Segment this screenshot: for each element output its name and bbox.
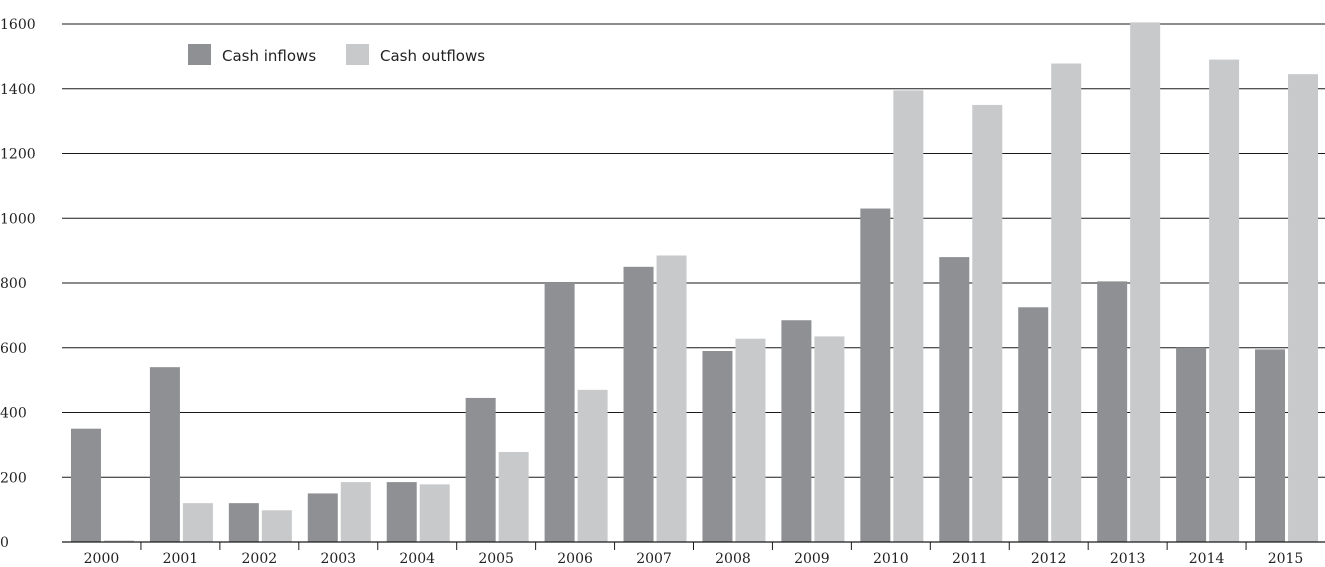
y-tick-label: 200 <box>0 470 27 486</box>
bar-cash-outflows-2005 <box>498 451 529 542</box>
bar-cash-outflows-2009 <box>814 336 845 542</box>
x-tick-label: 2011 <box>952 551 988 567</box>
bar-cash-inflows-2015 <box>1255 349 1286 542</box>
x-tick-label: 2004 <box>399 551 435 567</box>
bar-cash-outflows-2012 <box>1051 63 1082 543</box>
bar-cash-outflows-2015 <box>1288 74 1319 543</box>
y-tick-label: 1200 <box>0 147 36 163</box>
y-tick-label: 1400 <box>0 82 36 98</box>
x-tick-label: 2005 <box>478 551 514 567</box>
y-tick-label: 0 <box>0 535 9 551</box>
bar-cash-outflows-2013 <box>1130 22 1161 543</box>
bar-cash-outflows-2002 <box>261 510 292 542</box>
bar-cash-outflows-2004 <box>419 484 450 542</box>
bar-cash-outflows-2003 <box>340 482 371 542</box>
bar-cash-inflows-2012 <box>1018 307 1049 542</box>
bar-cash-inflows-2007 <box>623 266 654 542</box>
bar-cash-inflows-2005 <box>465 397 496 542</box>
bars <box>70 22 1319 543</box>
bar-cash-inflows-2009 <box>781 320 812 542</box>
bar-cash-inflows-2008 <box>702 350 733 542</box>
x-tick-label: 2014 <box>1189 551 1225 567</box>
bar-cash-inflows-2002 <box>228 503 259 542</box>
bar-cash-outflows-2007 <box>656 255 687 542</box>
bar-cash-outflows-2006 <box>577 389 608 542</box>
bar-cash-outflows-2001 <box>182 503 213 542</box>
x-tick-label: 2010 <box>873 551 909 567</box>
y-tick-label: 1600 <box>0 17 36 33</box>
x-tick-label: 2013 <box>1110 551 1146 567</box>
bar-cash-outflows-2008 <box>735 338 766 542</box>
legend-label-cash-inflows: Cash inflows <box>222 47 316 65</box>
y-axis-ticks: 0 200 400 600 800 1000 1200 1400 1600 <box>0 17 36 551</box>
x-tick-label: 2003 <box>320 551 356 567</box>
x-tick-label: 2000 <box>84 551 120 567</box>
bar-cash-inflows-2013 <box>1097 281 1128 542</box>
y-tick-label: 600 <box>0 341 27 357</box>
legend: Cash inflows Cash outflows <box>188 44 485 65</box>
x-tick-label: 2012 <box>1031 551 1067 567</box>
x-tick-label: 2008 <box>715 551 751 567</box>
x-axis: 2000 2001 2002 2003 2004 2005 2006 2007 2008 2009… <box>62 541 1325 567</box>
x-tick-label: 2009 <box>794 551 830 567</box>
bar-cash-inflows-2014 <box>1176 347 1207 542</box>
gridlines <box>62 23 1325 543</box>
bar-cash-outflows-2011 <box>972 104 1003 542</box>
x-tick-label: 2002 <box>242 551 278 567</box>
bar-cash-outflows-2000 <box>103 540 134 542</box>
legend-label-cash-outflows: Cash outflows <box>380 47 485 65</box>
bar-cash-inflows-2004 <box>386 482 417 542</box>
bar-cash-inflows-2011 <box>939 257 970 542</box>
x-tick-label: 2006 <box>557 551 593 567</box>
y-tick-label: 400 <box>0 406 27 422</box>
bar-cash-outflows-2014 <box>1209 59 1240 543</box>
y-tick-label: 1000 <box>0 211 36 227</box>
bar-cash-inflows-2001 <box>149 367 180 542</box>
bar-cash-outflows-2010 <box>893 90 924 543</box>
x-tick-label: 2001 <box>163 551 199 567</box>
bar-cash-inflows-2003 <box>307 493 338 542</box>
x-tick-label: 2007 <box>636 551 672 567</box>
bar-cash-inflows-2010 <box>860 208 891 542</box>
bar-cash-inflows-2000 <box>70 428 101 542</box>
x-tick-label: 2015 <box>1268 551 1304 567</box>
legend-swatch-cash-outflows <box>346 44 369 65</box>
legend-swatch-cash-inflows <box>188 44 211 65</box>
y-tick-label: 800 <box>0 276 27 292</box>
bar-cash-inflows-2006 <box>544 283 575 542</box>
